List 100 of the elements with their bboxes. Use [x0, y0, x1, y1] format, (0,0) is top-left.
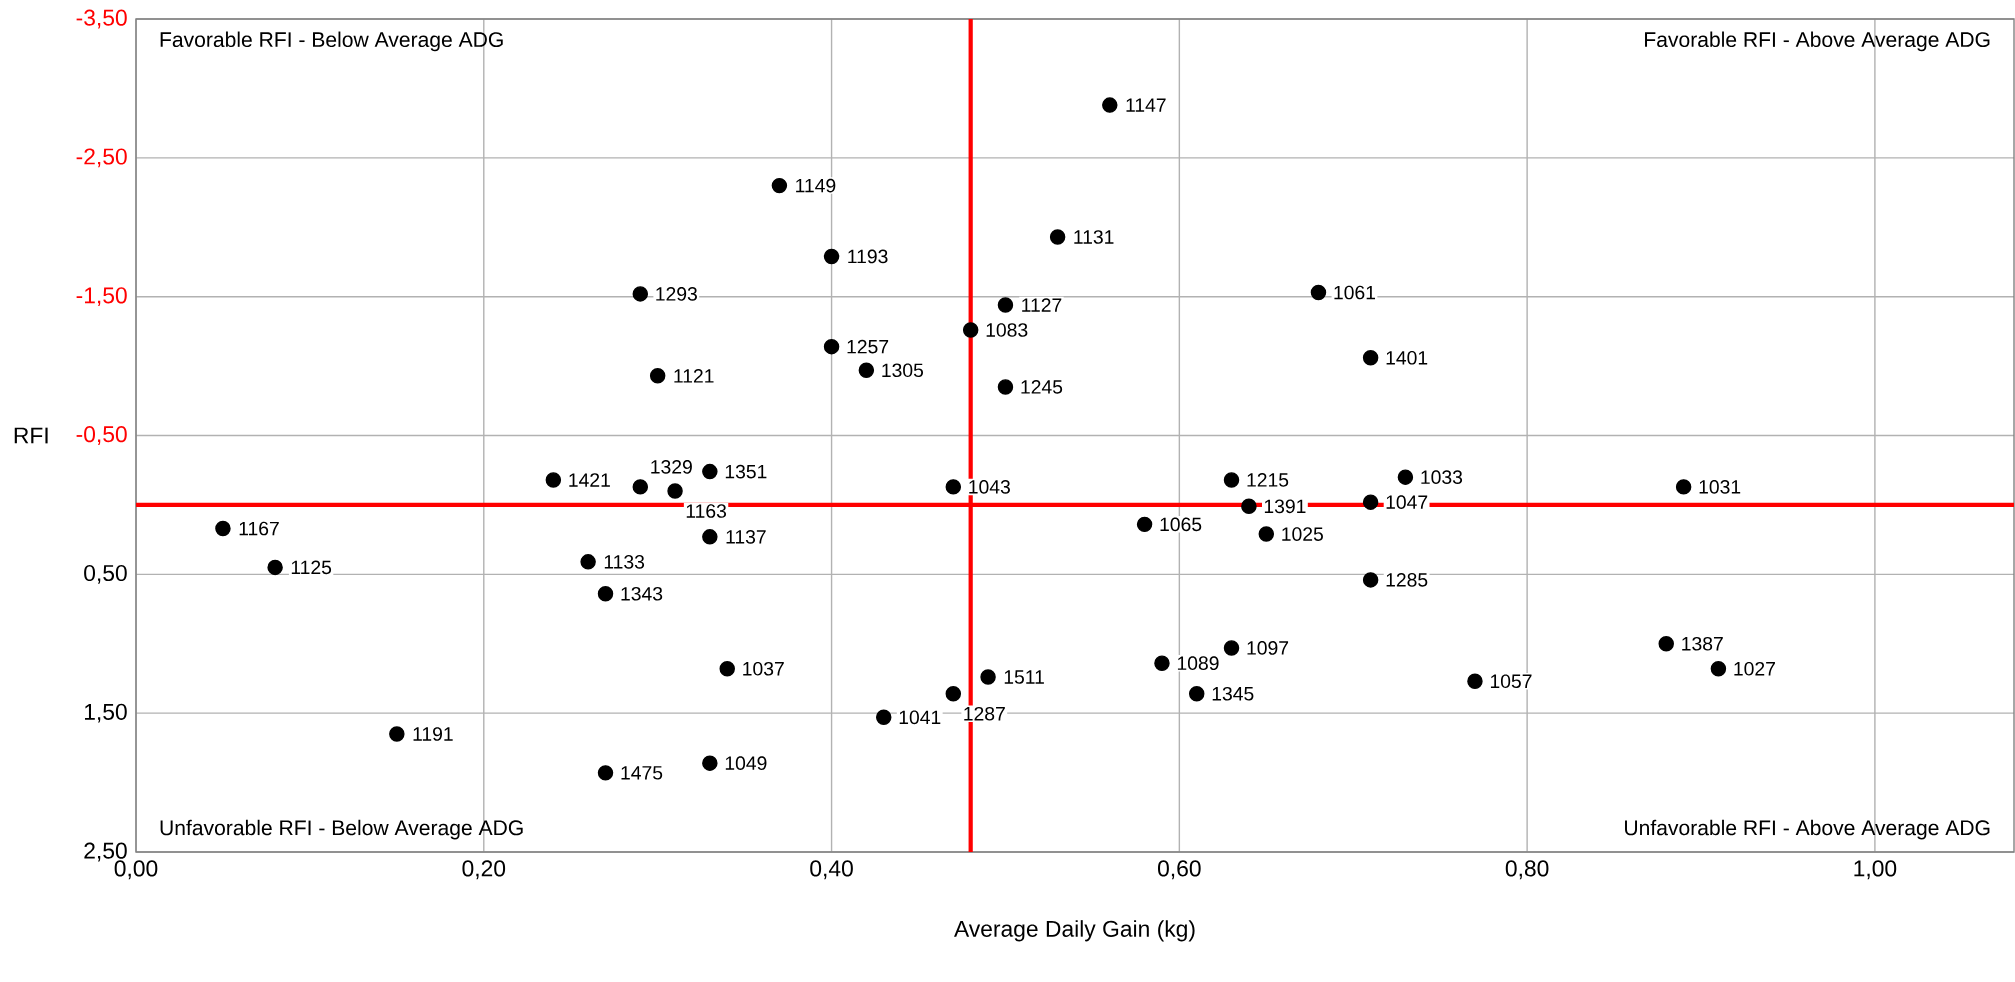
annotation: 1475: [621, 766, 663, 780]
y-tick-label: -0,50: [76, 426, 127, 445]
point: [267, 559, 283, 576]
point: [1188, 685, 1205, 702]
annotation: 1343: [621, 586, 663, 601]
x-tick-label: 0,80: [1505, 860, 1549, 880]
annotation: 1401: [1386, 350, 1428, 365]
annotation: 1245: [1021, 380, 1063, 394]
point: [1102, 97, 1118, 113]
point: [215, 520, 231, 537]
annotation: 1031: [1699, 480, 1741, 494]
y-tick-label: 0,50: [84, 564, 127, 584]
annotation: 1049: [725, 756, 767, 770]
annotation: 1257: [847, 339, 889, 354]
point: [1362, 494, 1379, 510]
annotation: 1131: [1074, 230, 1114, 244]
point: [858, 362, 875, 378]
annotation: Unfavorable RFI - Below Average ADG: [160, 819, 523, 840]
annotation: 1037: [743, 661, 784, 676]
annotation: 1125: [291, 560, 332, 575]
annotation: 1025: [1282, 527, 1323, 541]
annotation: Unfavorable RFI - Above Average ADG: [1625, 819, 1990, 840]
point: [545, 472, 562, 488]
annotation: 1285: [1386, 573, 1428, 587]
point: [1241, 498, 1257, 515]
point: [997, 379, 1014, 395]
y-tick-label: -3,50: [76, 9, 127, 29]
annotation: 1351: [725, 464, 767, 479]
x-tick-label: 1,00: [1854, 860, 1897, 880]
annotation: 1345: [1212, 686, 1254, 701]
annotation: 1033: [1421, 470, 1463, 484]
x-tick-label: 0,60: [1158, 860, 1201, 880]
annotation: 1193: [848, 249, 888, 264]
annotation: 1391: [1264, 499, 1306, 514]
point: [702, 755, 718, 771]
point: [597, 765, 614, 781]
annotation: 1097: [1247, 641, 1289, 655]
annotation: 1127: [1022, 298, 1062, 312]
point: [1362, 572, 1379, 588]
annotation: Favorable RFI - Above Average ADG: [1645, 31, 1990, 52]
point: [980, 669, 996, 685]
point: [1310, 284, 1327, 301]
point: [823, 248, 840, 265]
point: [1467, 673, 1483, 689]
annotation: 1089: [1177, 656, 1219, 671]
point: [649, 368, 666, 384]
point: [1258, 526, 1275, 542]
point: [1710, 661, 1727, 677]
annotation: 1027: [1734, 661, 1775, 676]
annotation: 1167: [239, 521, 279, 536]
point: [771, 177, 788, 194]
annotation: 1057: [1490, 674, 1532, 689]
point: [962, 322, 979, 338]
y-tick-label: -2,50: [76, 148, 127, 168]
point: [1223, 640, 1240, 656]
x-tick-label: 0,00: [114, 860, 158, 880]
point: [719, 661, 735, 677]
point: [1658, 636, 1674, 652]
point: [597, 586, 614, 602]
annotation: 1191: [413, 727, 453, 741]
annotation: 1149: [796, 178, 836, 193]
annotation: 1065: [1160, 517, 1202, 532]
annotation: 1147: [1126, 98, 1166, 112]
annotation: 1421: [569, 473, 610, 487]
x-tick-label: 0,20: [462, 860, 506, 880]
annotation: 1133: [604, 555, 645, 569]
annotation: 1305: [882, 363, 924, 378]
annotation: 1215: [1247, 473, 1289, 487]
point: [580, 554, 596, 570]
annotation: 1041: [899, 710, 941, 725]
point: [1154, 655, 1170, 671]
point: [876, 709, 892, 726]
point: [823, 338, 840, 355]
annotation: 1043: [969, 480, 1010, 494]
annotation: 1121: [674, 369, 714, 383]
y-tick-label: -1,50: [76, 287, 127, 307]
point: [389, 726, 405, 742]
y-tick-label: 1,50: [84, 703, 127, 723]
point: [1362, 350, 1379, 366]
y-axis-title: RFI: [14, 427, 48, 444]
point: [632, 286, 649, 302]
annotation: 1137: [726, 530, 766, 544]
point: [632, 479, 649, 495]
annotation: 1387: [1682, 636, 1723, 651]
point: [702, 529, 718, 545]
annotation: 1329: [651, 460, 692, 474]
point: [1136, 516, 1153, 533]
point: [1223, 472, 1240, 488]
x-axis-title: Average Daily Gain (kg): [954, 920, 1195, 942]
annotation: 1511: [1004, 670, 1044, 684]
x-tick-label: 0,40: [810, 860, 853, 880]
point: [945, 685, 962, 702]
annotation: 1293: [656, 287, 697, 301]
point: [1049, 229, 1066, 245]
y-tick-label: 2,50: [84, 842, 127, 862]
annotation: 1163: [686, 504, 727, 518]
point: [1397, 469, 1414, 485]
point: [997, 297, 1014, 313]
point: [702, 463, 718, 480]
annotation: Favorable RFI - Below Average ADG: [160, 31, 503, 52]
